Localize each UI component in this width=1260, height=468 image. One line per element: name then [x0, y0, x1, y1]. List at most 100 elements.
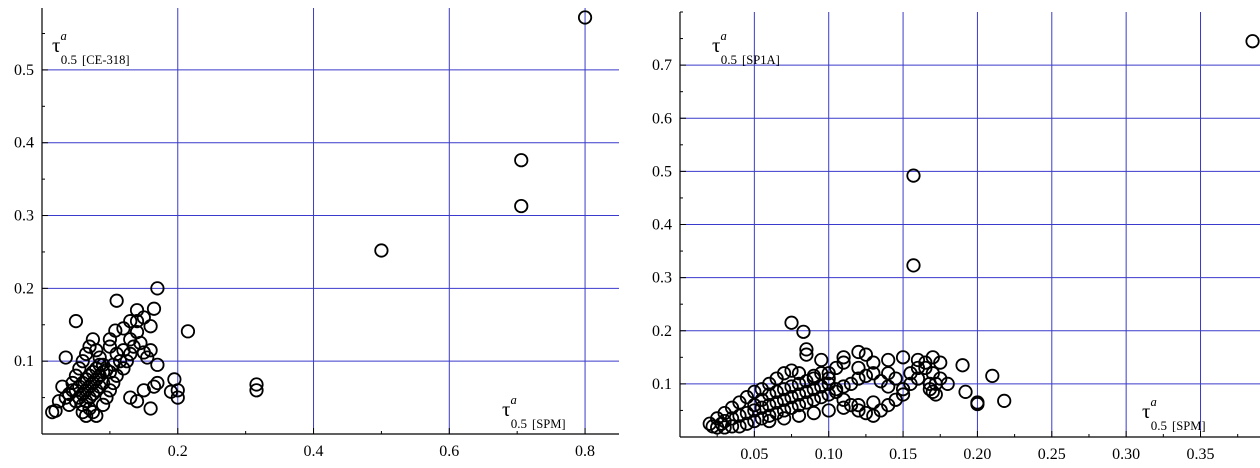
scatter-point: [762, 408, 777, 423]
scatter-point: [89, 408, 104, 423]
scatter-point: [922, 376, 937, 391]
scatter-point: [143, 401, 158, 416]
y-axis-title-sup: a: [60, 29, 66, 43]
scatter-point: [116, 361, 131, 376]
grid: [42, 8, 619, 434]
scatter-point: [119, 354, 134, 369]
y-axis-title-sub: 0.5: [61, 52, 77, 67]
scatter-point: [167, 372, 182, 387]
y-tick-label: 0.3: [652, 270, 672, 287]
y-tick-label: 0.2: [652, 323, 672, 340]
scatter-point: [739, 405, 755, 421]
scatter-point: [45, 405, 60, 420]
scatter-point: [777, 392, 792, 407]
y-axis-title-tag: [CE-318]: [82, 53, 130, 67]
y-tick-label: 0.5: [14, 62, 34, 79]
scatter-point: [925, 384, 940, 399]
x-axis-title: τa 0.5 [SPM]: [1142, 395, 1206, 433]
scatter-points: [702, 34, 1260, 435]
scatter-point: [754, 400, 769, 415]
x-tick-label: 0.2: [168, 443, 188, 460]
scatter-point: [791, 366, 807, 381]
x-tick-label: 0.15: [889, 446, 917, 463]
scatter-point: [784, 363, 799, 378]
scatter-point: [747, 403, 762, 418]
scatter-point: [806, 405, 821, 421]
scatter-point: [123, 346, 138, 361]
scatter-point: [858, 347, 873, 362]
scatter-point: [858, 368, 873, 384]
scatter-point: [791, 398, 807, 413]
scatter-point: [769, 384, 784, 399]
x-tick-label: 0.30: [1112, 446, 1140, 463]
y-axis-title: τa 0.5 [SP1A]: [712, 29, 780, 67]
scatter-point: [92, 357, 107, 372]
scatter-point: [129, 394, 145, 409]
scatter-point: [784, 400, 799, 415]
scatter-point: [163, 384, 179, 399]
x-tick-label: 0.25: [1038, 446, 1066, 463]
x-tick-label: 0.8: [575, 443, 595, 460]
scatter-point: [249, 383, 264, 398]
scatter-point: [95, 365, 111, 380]
scatter-point: [102, 339, 117, 354]
scatter-point: [777, 366, 792, 381]
scatter-point: [866, 355, 881, 370]
scatter-point: [68, 314, 84, 329]
scatter-point: [769, 395, 784, 410]
scatter-point: [102, 332, 117, 347]
scatter-point: [777, 411, 792, 426]
scatter-point: [79, 408, 94, 423]
scatter-point: [762, 413, 777, 429]
scatter-point: [906, 258, 921, 273]
scatter-point: [933, 355, 948, 370]
y-tick-label: 0.3: [14, 208, 34, 225]
scatter-point: [577, 10, 593, 25]
scatter-point: [136, 383, 151, 398]
x-axis-title-tag: [SPM]: [532, 417, 566, 431]
x-tick-label: 0.05: [740, 446, 768, 463]
scatter-point: [112, 354, 128, 369]
x-axis-title-base: τ: [502, 397, 510, 421]
y-tick-label: 0.5: [652, 163, 672, 180]
y-tick-label: 0.7: [652, 57, 672, 74]
scatter-point: [747, 413, 762, 429]
scatter-point: [970, 396, 985, 412]
scatter-point: [888, 392, 903, 407]
scatter-chart-ce318-vs-spm: 0.2 0.4 0.6 0.80.10.20.30.40.5τa 0.5 [CE-318]…: [14, 8, 619, 460]
scatter-point: [89, 343, 104, 358]
scatter-point: [985, 368, 1000, 384]
scatter-point: [143, 343, 158, 358]
scatter-point: [72, 361, 87, 376]
scatter-point: [514, 198, 529, 214]
scatter-point: [75, 405, 90, 420]
scatter-point: [150, 281, 165, 296]
y-tick-label: 0.2: [14, 280, 34, 297]
scatter-point: [821, 371, 836, 386]
scatter-point: [955, 358, 970, 373]
scatter-point: [791, 376, 807, 391]
scatter-point: [799, 342, 814, 357]
scatter-point: [843, 376, 859, 391]
y-axis-title-sub: 0.5: [721, 52, 737, 67]
scatter-point: [150, 375, 165, 391]
scatter-point: [65, 375, 80, 391]
scatter-point: [906, 168, 921, 183]
scatter-point: [89, 361, 104, 376]
scatter-point: [928, 376, 943, 391]
scatter-point: [126, 339, 141, 354]
scatter-point: [851, 398, 866, 413]
y-axis-title: τa 0.5 [CE-318]: [52, 29, 130, 67]
scatter-point: [85, 405, 101, 420]
x-tick-label: 0.10: [815, 446, 843, 463]
scatter-point: [851, 344, 866, 360]
scatter-point: [888, 371, 903, 386]
scatter-point: [814, 390, 829, 405]
scatter-point: [102, 383, 117, 398]
scatter-point: [1245, 34, 1260, 49]
scatter-point: [866, 366, 881, 381]
y-tick-label: 0.6: [652, 110, 672, 127]
scatter-point: [123, 390, 138, 405]
scatter-point: [918, 355, 933, 370]
